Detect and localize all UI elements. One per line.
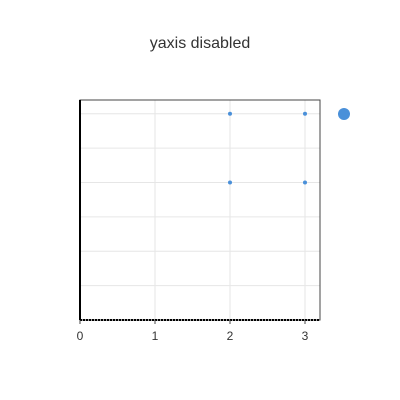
x-tick-label: 2 bbox=[227, 329, 234, 343]
x-tick-label: 3 bbox=[302, 329, 309, 343]
plot-border bbox=[79, 99, 321, 321]
x-tick-label: 0 bbox=[77, 329, 84, 343]
x-tick-label: 1 bbox=[152, 329, 159, 343]
legend-marker bbox=[338, 108, 350, 120]
grid bbox=[80, 100, 320, 320]
legend bbox=[338, 108, 350, 120]
data-point bbox=[303, 180, 307, 185]
data-point bbox=[228, 111, 232, 116]
chart-title: yaxis disabled bbox=[149, 35, 251, 52]
x-axis-ticks: 0 1 2 3 bbox=[77, 320, 309, 343]
data-point bbox=[228, 180, 232, 185]
plot-frame bbox=[79, 99, 321, 321]
data-points bbox=[228, 111, 307, 185]
data-point bbox=[303, 111, 307, 116]
